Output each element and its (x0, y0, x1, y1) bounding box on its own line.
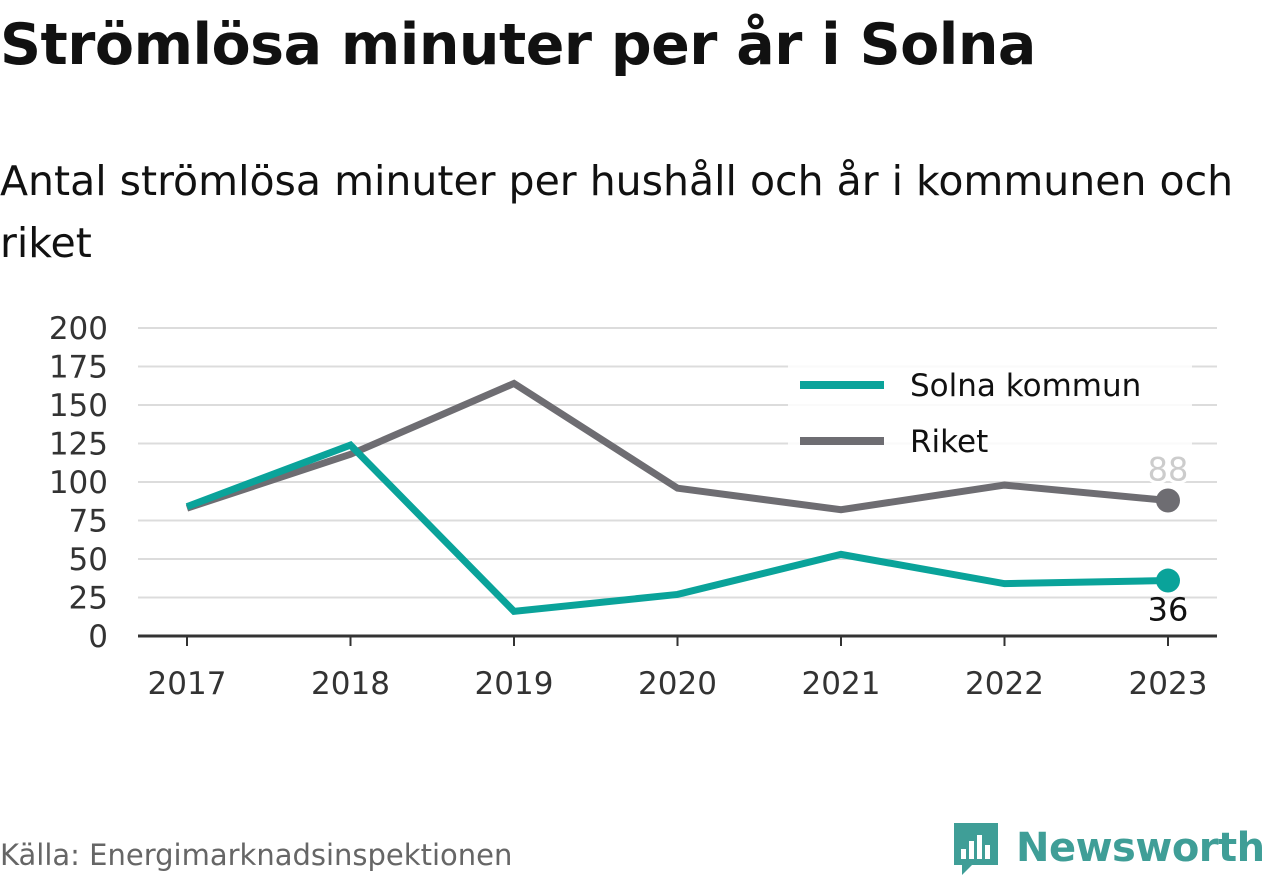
source-note: Källa: Energimarknadsinspektionen (0, 838, 513, 872)
y-tick-label: 175 (49, 350, 108, 386)
x-axis: 2017 2018 2019 2020 2021 2022 2023 (138, 634, 1217, 702)
y-tick-label: 50 (69, 542, 108, 578)
brand-name: Newsworthy (1016, 825, 1262, 871)
newsworthy-logo-icon (954, 823, 998, 875)
end-label-riket: 88 (1148, 450, 1189, 488)
brand-logo: Newsworthy (950, 818, 1262, 878)
legend: Solna kommun Riket (788, 358, 1192, 468)
x-tick-label: 2020 (638, 666, 717, 702)
y-tick-label: 0 (88, 619, 108, 655)
chart-subtitle: Antal strömlösa minuter per hushåll och … (0, 157, 1234, 267)
x-tick-label: 2023 (1129, 666, 1208, 702)
y-tick-label: 25 (69, 581, 108, 617)
end-labels: 36 88 (1145, 447, 1192, 629)
x-tick-label: 2021 (802, 666, 881, 702)
y-tick-label: 100 (49, 465, 108, 501)
y-tick-label: 75 (69, 504, 108, 540)
series-line-riket (185, 379, 1169, 514)
y-tick-label: 150 (49, 388, 108, 424)
end-label-solna: 36 (1148, 591, 1189, 629)
legend-label-solna: Solna kommun (910, 368, 1141, 404)
legend-background (788, 358, 1192, 468)
x-tick-label: 2018 (311, 666, 390, 702)
x-tick-label: 2019 (475, 666, 554, 702)
x-tick-label: 2022 (965, 666, 1044, 702)
legend-label-riket: Riket (910, 424, 988, 460)
y-tick-label: 125 (49, 427, 108, 463)
series-line-solna (185, 440, 1169, 616)
chart-title: Strömlösa minuter per år i Solna (0, 12, 1036, 78)
y-tick-label: 200 (49, 311, 108, 347)
x-tick-label: 2017 (148, 666, 227, 702)
end-point-riket (1156, 488, 1180, 513)
series-lines (185, 379, 1180, 616)
end-point-solna (1156, 568, 1180, 593)
